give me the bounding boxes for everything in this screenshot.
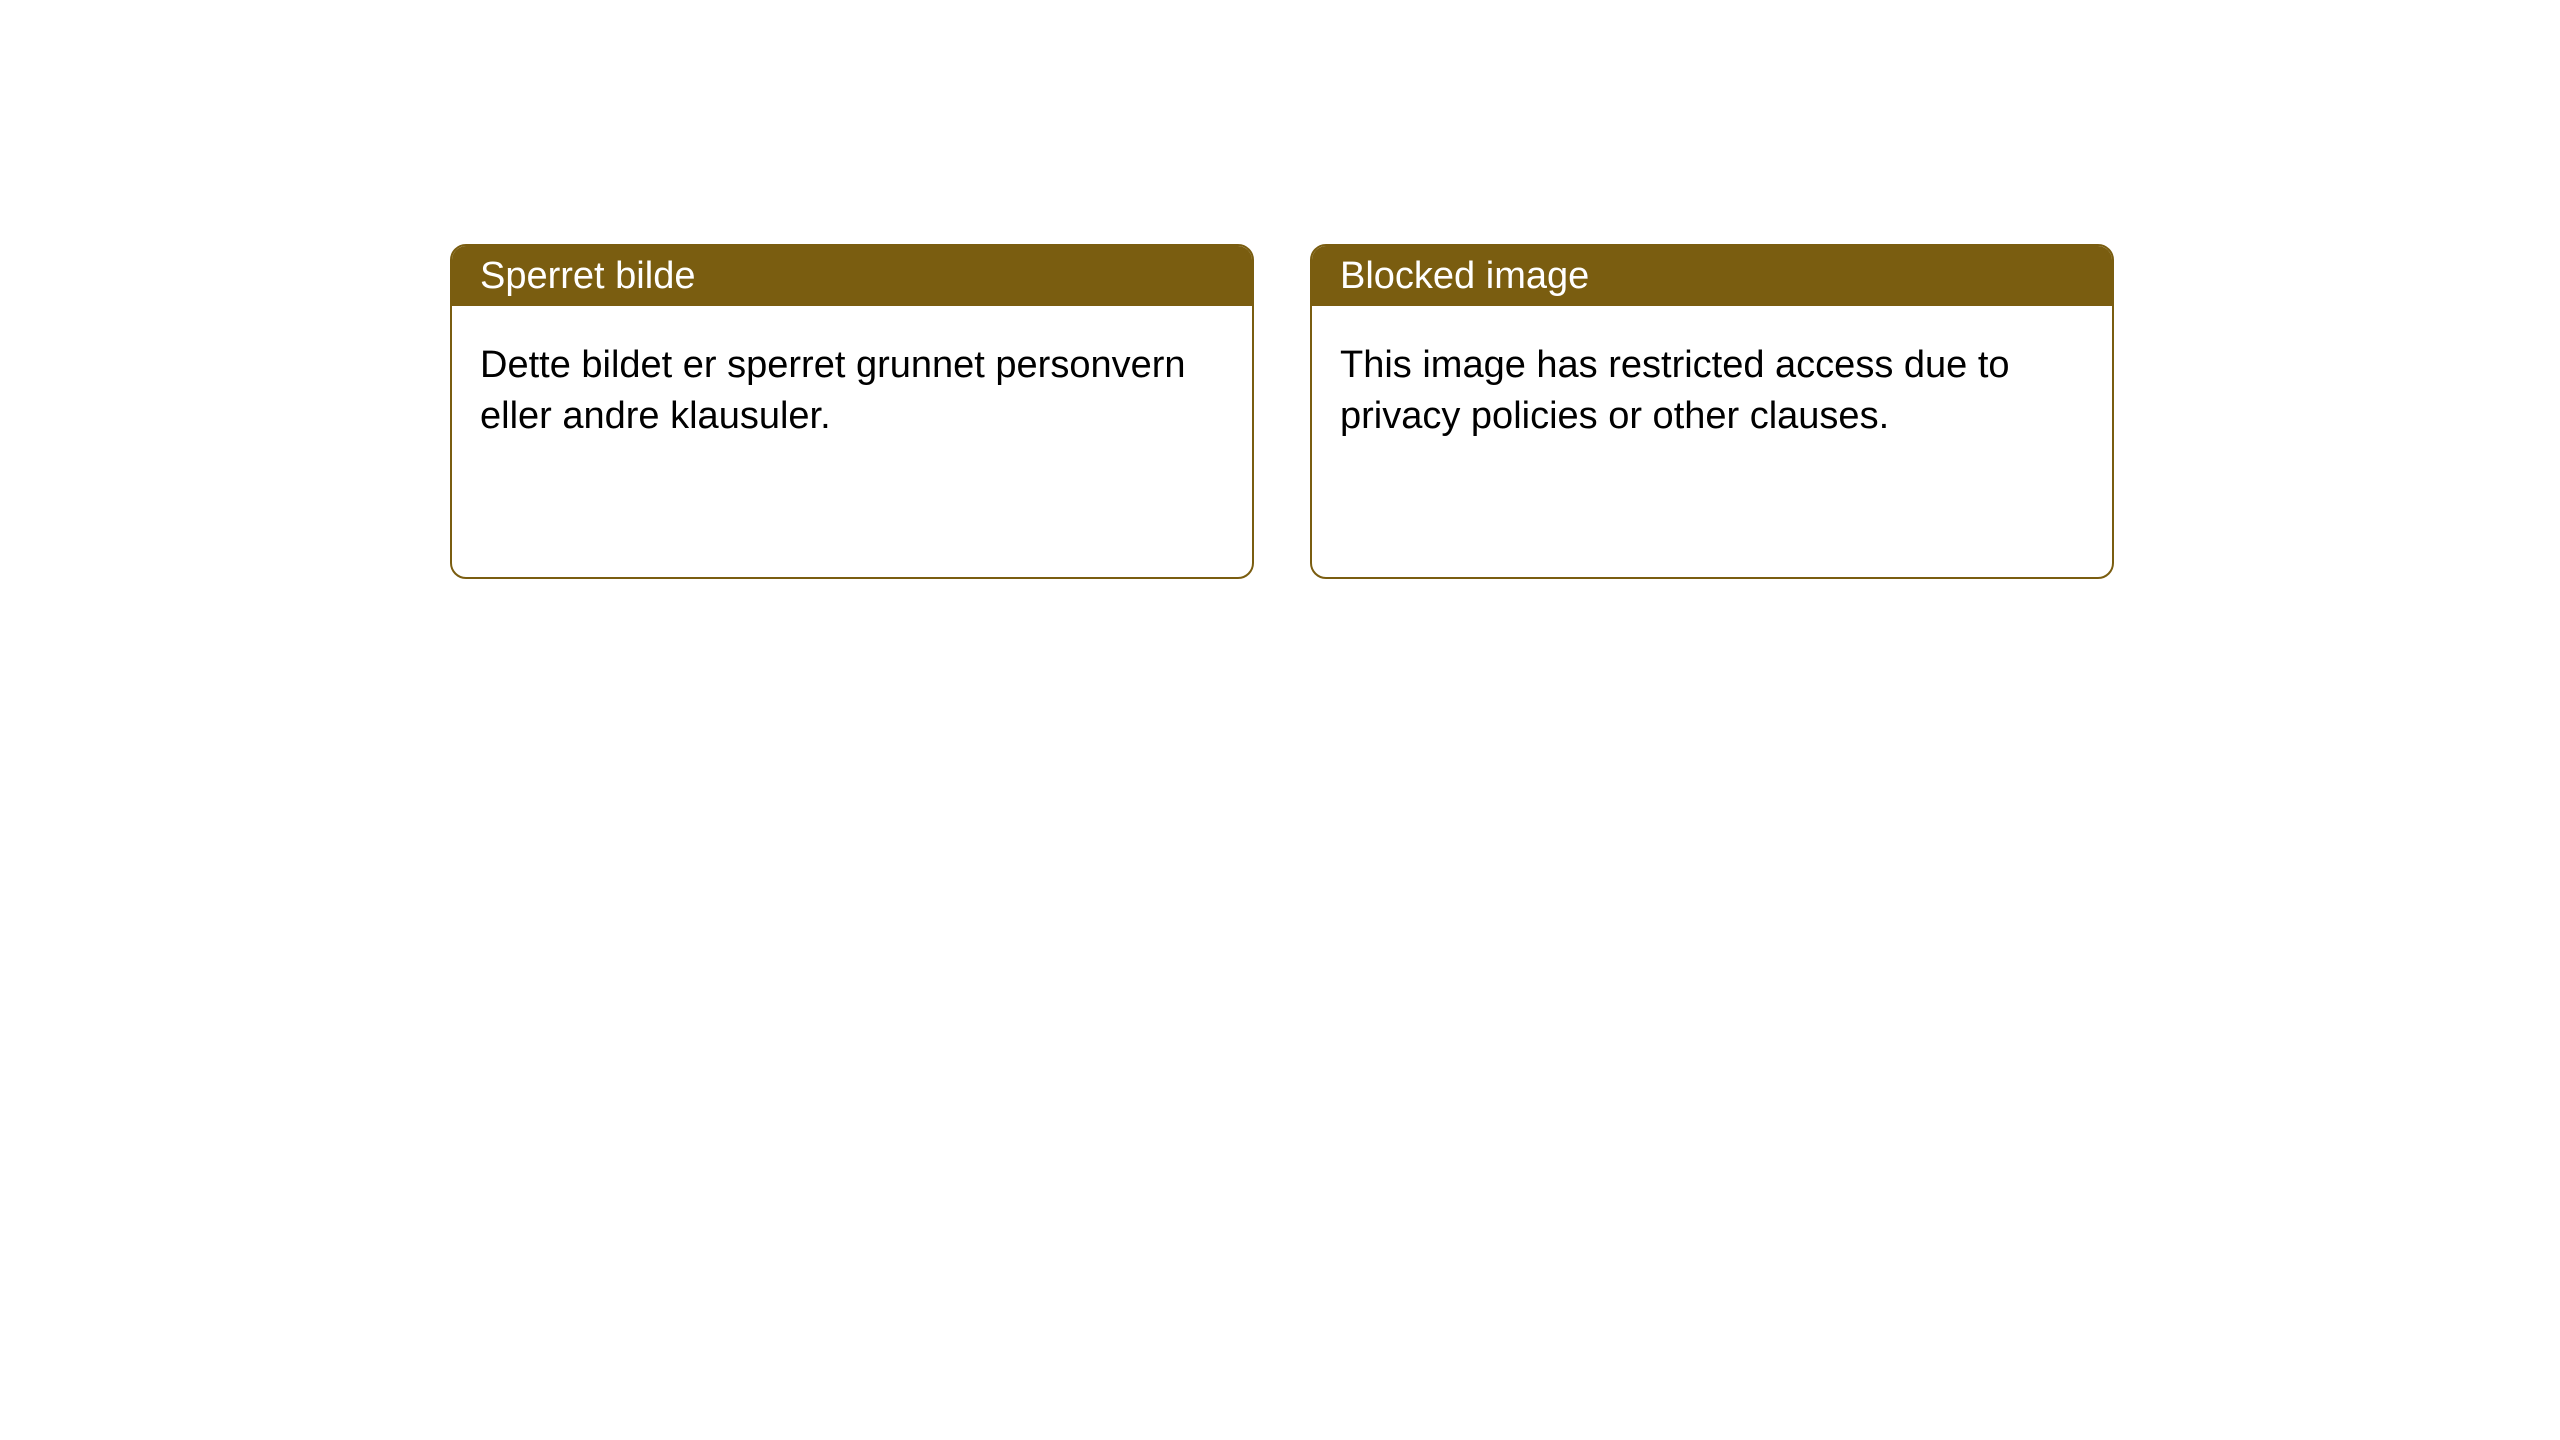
card-text-english: This image has restricted access due to … <box>1340 344 2010 437</box>
card-title-norwegian: Sperret bilde <box>480 255 695 298</box>
card-title-english: Blocked image <box>1340 255 1589 298</box>
card-body-english: This image has restricted access due to … <box>1312 306 2112 477</box>
card-body-norwegian: Dette bildet er sperret grunnet personve… <box>452 306 1252 477</box>
notice-cards-container: Sperret bilde Dette bildet er sperret gr… <box>450 244 2114 579</box>
card-header-norwegian: Sperret bilde <box>452 246 1252 306</box>
card-text-norwegian: Dette bildet er sperret grunnet personve… <box>480 344 1186 437</box>
card-header-english: Blocked image <box>1312 246 2112 306</box>
notice-card-english: Blocked image This image has restricted … <box>1310 244 2114 579</box>
notice-card-norwegian: Sperret bilde Dette bildet er sperret gr… <box>450 244 1254 579</box>
